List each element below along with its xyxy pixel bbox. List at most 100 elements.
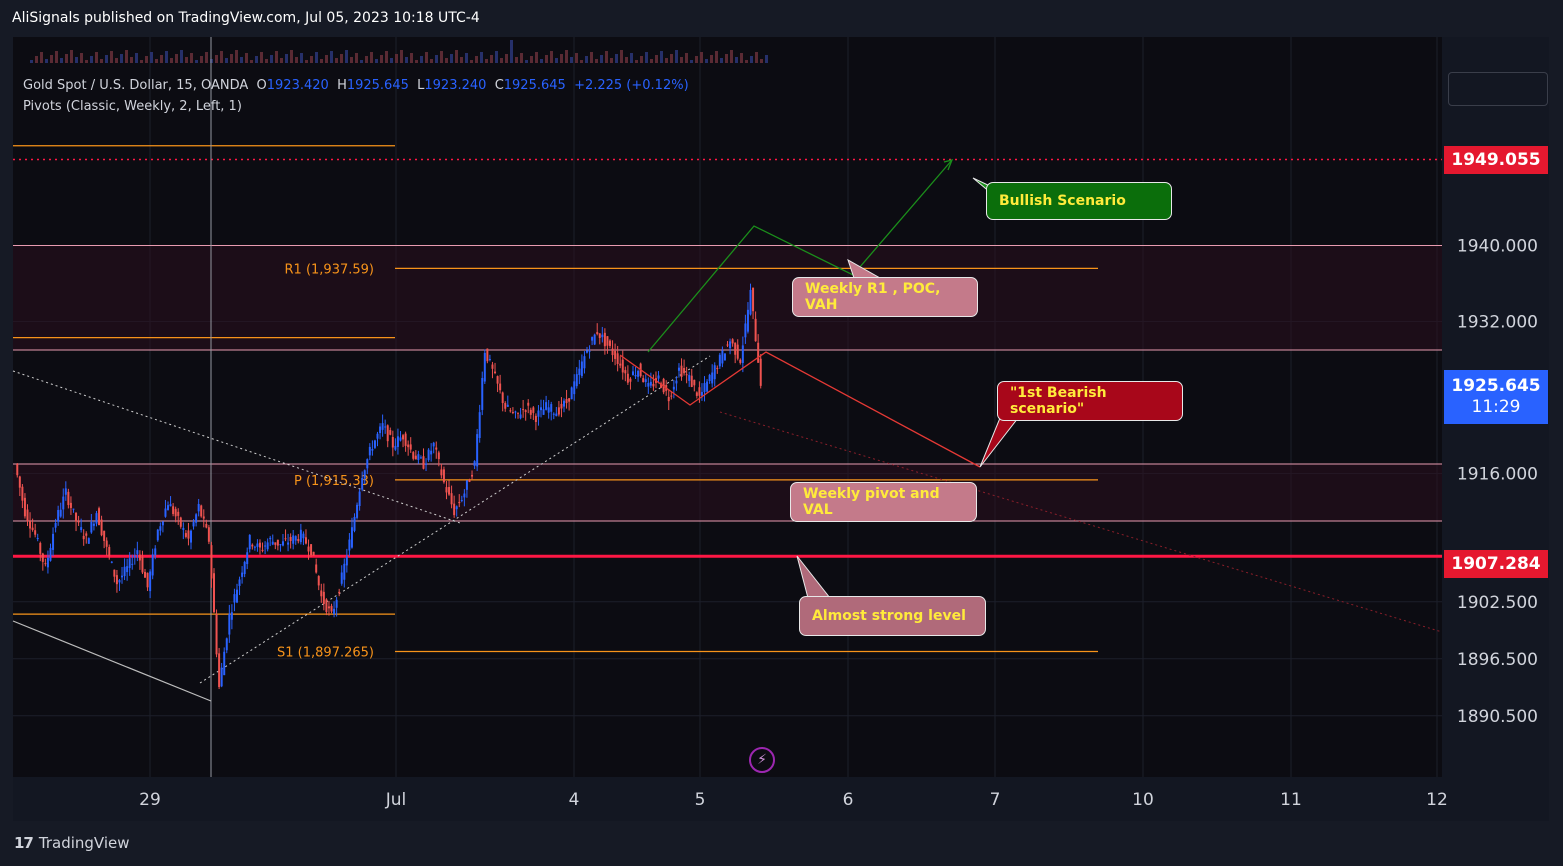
- candle-body: [156, 529, 159, 541]
- candle-body: [92, 523, 95, 526]
- weekly-r1-callout[interactable]: Weekly R1 , POC, VAH: [792, 277, 978, 317]
- pivot-label-1: P (1,915.33): [294, 474, 374, 489]
- candle-body: [373, 440, 376, 448]
- candle-body: [649, 381, 652, 386]
- volume-bar: [225, 58, 228, 63]
- volume-bar: [650, 59, 653, 63]
- candle-body: [353, 516, 356, 531]
- candle-body: [29, 521, 32, 529]
- volume-bar: [400, 50, 403, 63]
- volume-bar: [495, 51, 498, 63]
- bullish-scenario-callout[interactable]: Bullish Scenario: [986, 182, 1172, 220]
- candle-body: [136, 550, 139, 555]
- candle-body: [75, 512, 78, 522]
- candle-body: [703, 383, 706, 393]
- candle-body: [458, 501, 461, 504]
- tradingview-brand[interactable]: 17 TradingView: [14, 834, 130, 852]
- candle-body: [460, 500, 463, 502]
- volume-bar: [320, 59, 323, 63]
- candle-body: [159, 526, 162, 531]
- volume-bar: [45, 59, 48, 63]
- candle-body: [603, 332, 606, 347]
- bearish-scenario-callout[interactable]: "1st Bearish scenario": [997, 381, 1183, 421]
- candle-body: [202, 516, 205, 519]
- close-label: C: [494, 78, 504, 93]
- volume-bar: [265, 59, 268, 63]
- candle-body: [734, 342, 737, 355]
- candle-body: [580, 361, 583, 377]
- candle-body: [312, 551, 315, 556]
- candle-body: [64, 488, 67, 495]
- candle-body: [675, 380, 678, 384]
- candle-body: [115, 575, 118, 585]
- symbol-name[interactable]: Gold Spot / U.S. Dollar, 15, OANDA: [23, 78, 249, 93]
- candle-body: [624, 370, 627, 374]
- volume-bar: [250, 60, 253, 63]
- lightning-icon[interactable]: ⚡: [749, 747, 775, 773]
- publish-header: AliSignals published on TradingView.com,…: [0, 0, 1563, 36]
- candle-body: [509, 410, 512, 412]
- candle-body: [445, 487, 448, 493]
- indicator-row[interactable]: Pivots (Classic, Weekly, 2, Left, 1): [23, 99, 242, 114]
- volume-bar: [300, 53, 303, 63]
- volume-bar: [230, 54, 233, 63]
- candle-body: [368, 446, 371, 456]
- candle-body: [103, 530, 106, 541]
- candle-body: [698, 387, 701, 396]
- candle-body: [95, 513, 98, 524]
- volume-bar: [365, 56, 368, 63]
- candle-body: [504, 403, 507, 409]
- candle-body: [363, 470, 366, 479]
- candle-body: [754, 318, 757, 342]
- candle-body: [121, 575, 124, 578]
- candle-body: [146, 572, 149, 588]
- strong-level-callout[interactable]: Almost strong level: [799, 596, 986, 636]
- y-tick-label-3: 1902.500: [1457, 593, 1538, 613]
- candle-body: [287, 542, 290, 545]
- candle-body: [384, 426, 387, 428]
- bearish-path: [619, 351, 981, 468]
- volume-bar: [765, 55, 768, 63]
- candle-body: [41, 553, 44, 562]
- volume-bar: [275, 51, 278, 63]
- candle-body: [402, 435, 405, 440]
- candle-body: [172, 506, 175, 515]
- candle-body: [465, 480, 468, 490]
- volume-bar: [675, 50, 678, 63]
- candle-body: [315, 564, 318, 573]
- volume-bar: [100, 59, 103, 63]
- candle-body: [511, 412, 514, 414]
- volume-bar: [530, 56, 533, 63]
- candle-body: [711, 372, 714, 384]
- candle-body: [542, 409, 545, 415]
- volume-bar: [340, 54, 343, 63]
- candle-body: [80, 527, 83, 531]
- candle-body: [514, 411, 517, 413]
- volume-bar: [195, 60, 198, 63]
- candle-body: [274, 542, 277, 545]
- candle-body: [36, 538, 39, 540]
- volume-bar: [575, 53, 578, 63]
- scale-toolbar-box[interactable]: [1448, 72, 1548, 106]
- volume-bar: [585, 56, 588, 63]
- candle-body: [739, 359, 742, 363]
- candle-body: [307, 546, 310, 552]
- y-tick-label-4: 1896.500: [1457, 650, 1538, 670]
- volume-bar: [405, 57, 408, 63]
- candle-body: [190, 530, 193, 543]
- chart-legend: Gold Spot / U.S. Dollar, 15, OANDA O1923…: [23, 75, 689, 117]
- volume-bar: [580, 60, 583, 63]
- weekly-pivot-callout[interactable]: Weekly pivot and VAL: [790, 482, 977, 522]
- open-label: O: [256, 78, 267, 93]
- candle-body: [657, 375, 660, 379]
- candle-body: [496, 376, 499, 384]
- candle-body: [98, 508, 101, 526]
- volume-bar: [385, 51, 388, 63]
- x-tick-label-3: 5: [695, 790, 706, 810]
- volume-bar: [390, 58, 393, 63]
- candle-body: [690, 375, 693, 387]
- volume-bar: [310, 56, 313, 63]
- candle-body: [184, 533, 187, 537]
- candle-body: [409, 444, 412, 450]
